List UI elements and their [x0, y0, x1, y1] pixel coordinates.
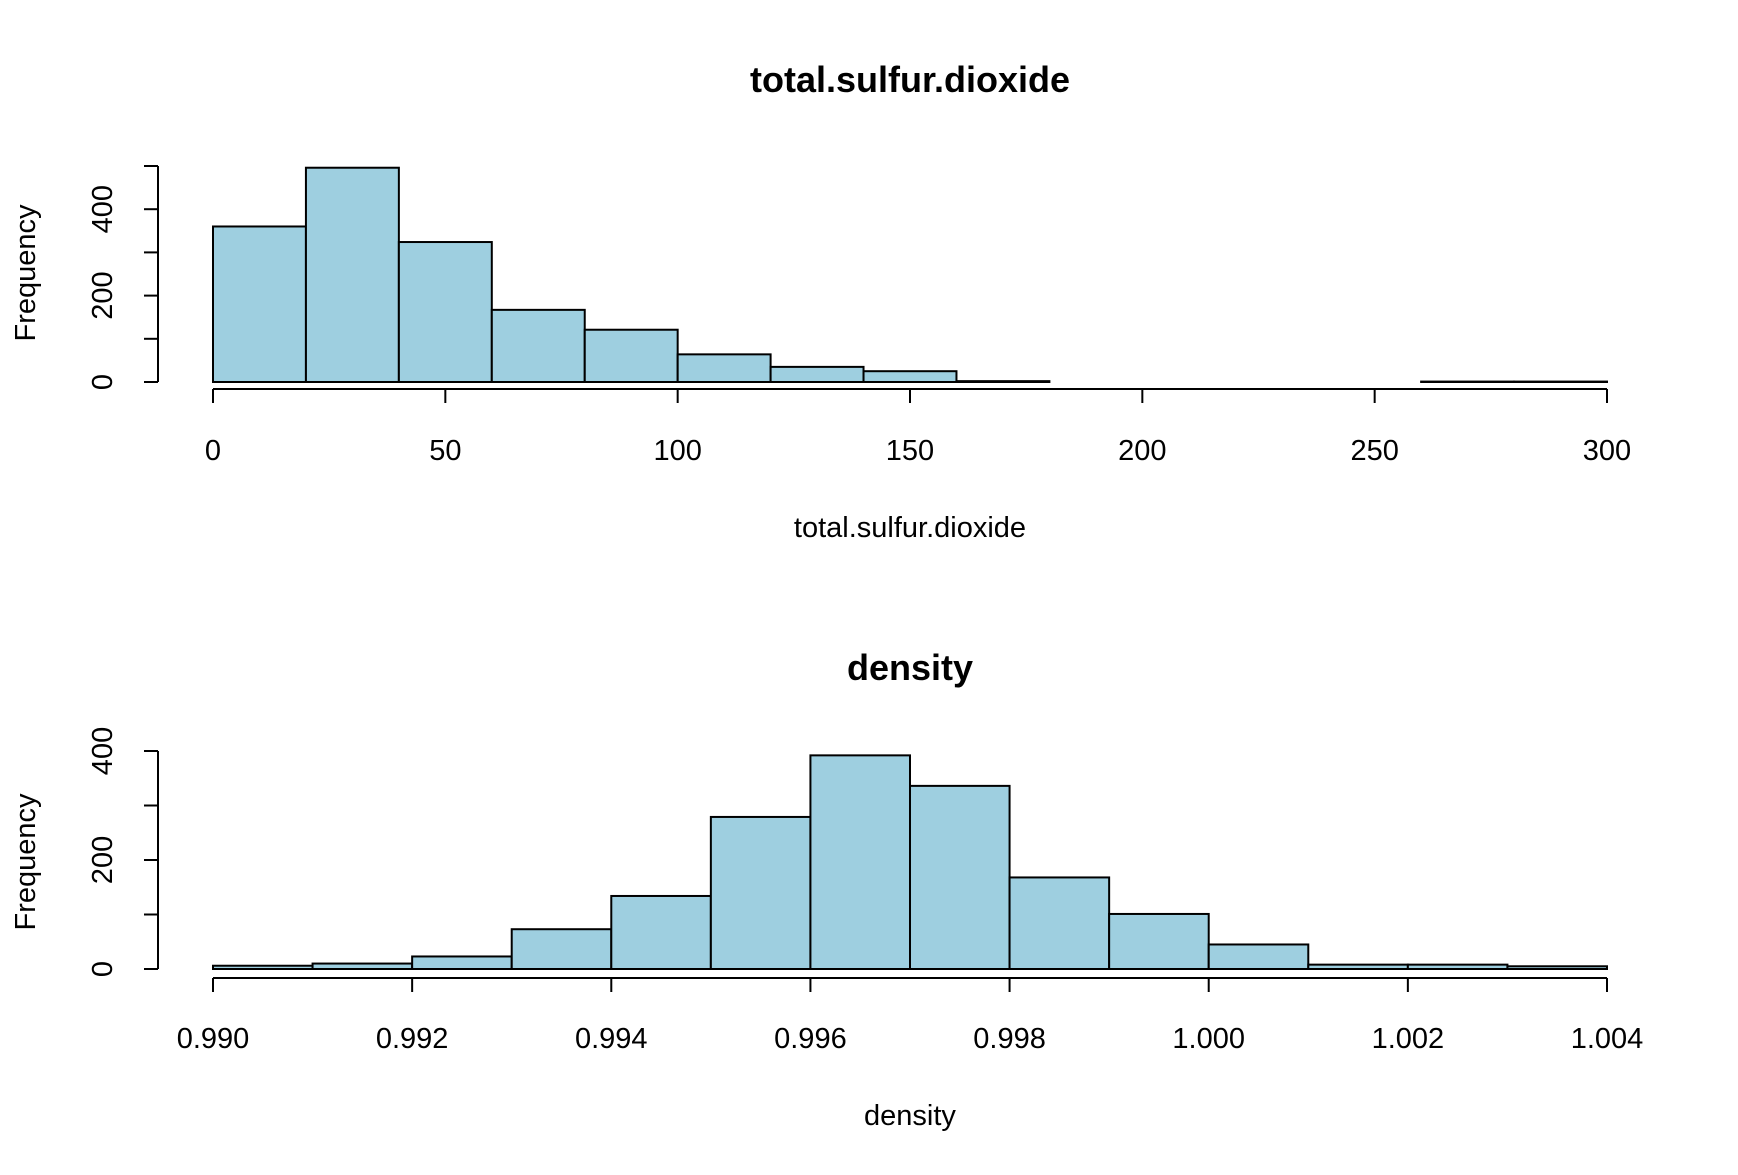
x-tick-label: 50	[429, 435, 461, 467]
x-tick-label: 1.002	[1372, 1023, 1445, 1055]
histogram-bar	[711, 817, 811, 969]
histogram-bar	[1408, 965, 1508, 969]
histogram-panel-total-sulfur-dioxide: total.sulfur.dioxide total.sulfur.dioxid…	[10, 59, 1631, 544]
histogram-bar	[313, 964, 413, 969]
histogram-bar	[678, 354, 771, 382]
x-tick-label: 200	[1118, 435, 1166, 467]
x-tick-label: 0.994	[575, 1023, 648, 1055]
histogram-bar	[512, 929, 612, 969]
y-axis: 0 200 400	[87, 166, 158, 390]
y-tick-label: 200	[87, 271, 119, 319]
y-axis-label: Frequency	[10, 204, 42, 342]
histogram-bar	[412, 956, 512, 969]
x-tick-label: 0.996	[774, 1023, 847, 1055]
x-tick-label: 1.004	[1571, 1023, 1644, 1055]
bars	[213, 755, 1607, 969]
y-axis: 0 200 400	[87, 727, 158, 977]
histogram-bar	[213, 226, 306, 382]
x-tick-label: 0.998	[973, 1023, 1046, 1055]
x-axis: 0.990 0.992 0.994 0.996 0.998 1.000 1.002 1.004	[177, 978, 1644, 1055]
x-tick-label: 0.990	[177, 1023, 250, 1055]
y-tick-label: 400	[87, 185, 119, 233]
histogram-bar	[1109, 914, 1209, 969]
x-tick-label: 0.992	[376, 1023, 449, 1055]
histogram-bar	[864, 371, 957, 382]
x-axis-label: total.sulfur.dioxide	[794, 512, 1026, 544]
histogram-bar	[492, 310, 585, 382]
histogram-bar	[306, 168, 399, 382]
histogram-bar	[771, 367, 864, 382]
x-tick-label: 0	[205, 435, 221, 467]
histogram-bar	[213, 966, 313, 969]
histogram-bar	[1209, 944, 1309, 969]
bars	[213, 168, 1607, 382]
histogram-bar	[399, 242, 492, 382]
x-tick-label: 150	[886, 435, 934, 467]
x-tick-label: 100	[653, 435, 701, 467]
y-tick-label: 200	[87, 836, 119, 884]
chart-title: density	[847, 647, 973, 688]
x-axis-label: density	[864, 1100, 956, 1132]
histogram-bar	[956, 381, 1049, 382]
y-tick-label: 0	[87, 374, 119, 390]
chart-title: total.sulfur.dioxide	[750, 59, 1070, 100]
y-tick-label: 0	[87, 961, 119, 977]
y-tick-label: 400	[87, 727, 119, 775]
x-tick-label: 300	[1583, 435, 1631, 467]
x-tick-label: 250	[1350, 435, 1398, 467]
histogram-bar	[1010, 877, 1110, 969]
histogram-bar	[910, 786, 1010, 969]
histogram-bar	[1308, 965, 1408, 969]
y-axis-label: Frequency	[10, 793, 42, 931]
histogram-bar	[611, 896, 711, 969]
x-axis: 0 50 100 150 200 250 300	[205, 389, 1631, 467]
histogram-bar	[585, 330, 678, 382]
x-tick-label: 1.000	[1172, 1023, 1245, 1055]
histogram-bar	[1507, 966, 1607, 969]
histogram-bar	[810, 755, 910, 969]
